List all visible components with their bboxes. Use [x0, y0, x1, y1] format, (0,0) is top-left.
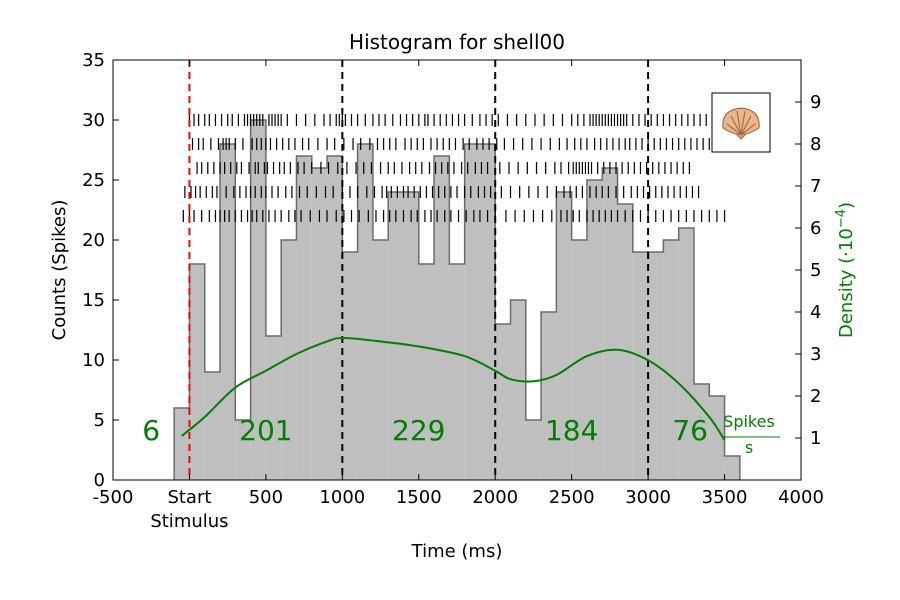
histogram-bar — [235, 420, 251, 480]
x-tick-label: 3000 — [625, 487, 671, 508]
y-tick-label: 35 — [82, 50, 105, 71]
histogram-bar — [434, 156, 450, 480]
y-tick-label: 15 — [82, 290, 105, 311]
spike-raster — [182, 114, 726, 222]
y2-tick-label: 5 — [810, 260, 821, 281]
segment-count-label: 6 — [142, 414, 160, 447]
chart-title: Histogram for shell00 — [349, 30, 565, 54]
x-tick-label: -500 — [93, 487, 134, 508]
y2-tick-label: 4 — [810, 302, 821, 323]
x-axis-label: Time (ms) — [411, 541, 503, 562]
histogram-bar — [281, 240, 297, 480]
histogram-bar — [617, 204, 633, 480]
histogram-bar — [311, 168, 328, 480]
y2-axis-label-exponent: −4 — [834, 209, 849, 228]
histogram-bar — [525, 420, 542, 480]
histogram-bar — [495, 324, 511, 480]
density-curve — [181, 337, 726, 441]
histogram-bar — [342, 252, 358, 480]
x-tick-label: 4000 — [778, 487, 824, 508]
y2-tick-label: 3 — [810, 344, 821, 365]
segment-lines — [188, 60, 650, 480]
histogram-bar — [204, 372, 221, 480]
density-units: Spikes s — [723, 412, 780, 457]
histogram-bar — [586, 180, 603, 480]
histogram-bar — [220, 144, 236, 480]
y2-axis-label: Density (·10−4) — [834, 202, 857, 338]
histogram-bar — [602, 168, 618, 480]
y-tick-label: 20 — [82, 230, 105, 251]
stimulus-label: Stimulus — [150, 511, 228, 532]
y-tick-label: 5 — [94, 410, 105, 431]
histogram-bar — [541, 312, 557, 480]
x-tick-label: 2500 — [549, 487, 595, 508]
segment-count-label: 201 — [239, 414, 292, 447]
y-tick-label: 10 — [82, 350, 105, 371]
x-tick-label: 1000 — [319, 487, 365, 508]
histogram-bar — [189, 264, 205, 480]
y2-axis: 1 2 3 4 5 6 7 8 9 — [795, 92, 821, 449]
histogram-bar — [327, 156, 343, 480]
histogram-bar — [693, 384, 710, 480]
segment-count-label: 184 — [545, 414, 598, 447]
y2-tick-label: 1 — [810, 428, 821, 449]
histogram-bar — [479, 144, 496, 480]
units-numerator: Spikes — [723, 412, 775, 431]
histogram-bar — [403, 192, 419, 480]
histogram-bar — [556, 192, 572, 480]
histogram-bar — [296, 156, 312, 480]
histogram-bar — [357, 144, 373, 480]
x-tick-label: 2000 — [472, 487, 518, 508]
histogram-bar — [464, 144, 480, 480]
y-axis-label: Counts (Spikes) — [49, 200, 70, 341]
histogram-bar — [632, 252, 649, 480]
y2-axis-label-close: ) — [836, 202, 857, 209]
segment-count-label: 76 — [672, 414, 708, 447]
segment-count-label: 229 — [392, 414, 445, 447]
y-axis: 0 5 10 15 20 25 30 35 — [82, 50, 119, 491]
y2-axis-label-main: Density (·10 — [836, 228, 857, 338]
segment-counts: 6 201 229 184 76 — [142, 414, 708, 447]
y-tick-label: 25 — [82, 170, 105, 191]
y2-tick-label: 9 — [810, 92, 821, 113]
histogram-bar — [724, 456, 740, 480]
y-tick-label: 0 — [94, 470, 105, 491]
histogram-bar — [663, 240, 679, 480]
histogram-bar — [678, 228, 694, 480]
y2-tick-label: 6 — [810, 218, 821, 239]
histogram-bar — [250, 120, 266, 480]
histogram-bar — [174, 408, 190, 480]
histogram-bar — [372, 240, 389, 480]
histogram-bar — [510, 300, 526, 480]
y2-tick-label: 8 — [810, 134, 821, 155]
x-tick-label: Start — [167, 487, 211, 508]
histogram-bars — [173, 119, 741, 480]
histogram-bar — [418, 264, 435, 480]
x-tick-label: 3500 — [702, 487, 748, 508]
histogram-bar — [265, 336, 282, 480]
y2-tick-label: 2 — [810, 386, 821, 407]
y2-tick-label: 7 — [810, 176, 821, 197]
histogram-bar — [449, 264, 465, 480]
x-axis: -500 Start 500 1000 1500 2000 2500 3000 3500 4000… — [93, 60, 824, 532]
units-denominator: s — [745, 438, 753, 457]
shell-thumbnail — [711, 92, 771, 153]
x-tick-label: 1500 — [396, 487, 442, 508]
histogram-bar — [388, 192, 404, 480]
seashell-icon — [722, 107, 760, 140]
histogram-bar — [709, 396, 725, 480]
x-tick-label: 500 — [249, 487, 283, 508]
y-tick-label: 30 — [82, 110, 105, 131]
